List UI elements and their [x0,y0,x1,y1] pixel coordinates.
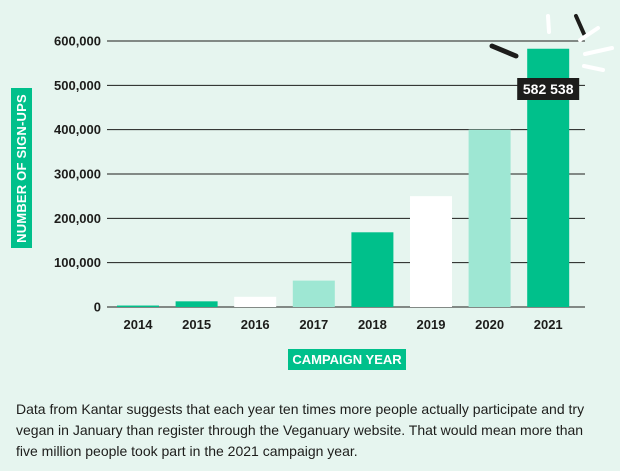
x-tick-label: 2020 [475,317,504,332]
y-tick-labels: 0 100,000 200,000 300,000 400,000 500,000 600,… [54,34,101,315]
bar-2020 [468,129,511,307]
y-axis-label-text: NUMBER OF SIGN-UPS [14,93,29,243]
x-tick-labels: 2014 2015 2016 2017 2018 2019 2020 2021 [124,317,563,332]
caption-text: Data from Kantar suggests that each year… [16,401,585,459]
bar-2019 [410,196,452,307]
x-tick-label: 2015 [182,317,211,332]
bar-2015 [175,301,218,307]
y-axis-label: NUMBER OF SIGN-UPS [11,88,32,248]
sign-ups-bar-chart: 0 100,000 200,000 300,000 400,000 500,000 600,… [54,14,614,332]
bars [117,48,570,307]
bar-2014 [117,305,159,307]
value-callout: 582 538 [517,78,580,100]
x-tick-label: 2017 [299,317,328,332]
x-tick-label: 2019 [417,317,446,332]
x-tick-label: 2016 [241,317,270,332]
burst-decoration [489,14,614,72]
bar-2017 [292,280,335,307]
y-tick-label: 300,000 [54,167,101,182]
y-tick-label: 400,000 [54,122,101,137]
x-axis-label: CAMPAIGN YEAR [288,349,406,370]
gridlines [107,40,585,308]
bar-2018 [351,232,394,307]
bar-2016 [234,296,277,307]
y-tick-label: 600,000 [54,34,101,49]
x-tick-label: 2014 [124,317,154,332]
y-tick-label: 100,000 [54,255,101,270]
value-callout-text: 582 538 [523,81,574,97]
x-tick-label: 2018 [358,317,387,332]
y-tick-label: 200,000 [54,211,101,226]
y-tick-label: 0 [94,300,101,315]
x-tick-label: 2021 [534,317,563,332]
value-callout-box [517,78,580,100]
y-tick-label: 500,000 [54,78,101,93]
